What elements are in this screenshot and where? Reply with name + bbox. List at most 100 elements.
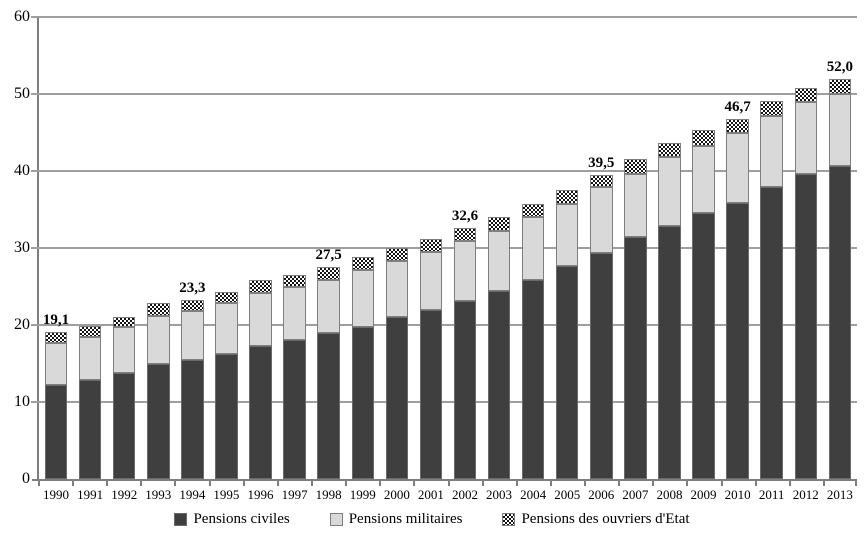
x-tick	[72, 481, 75, 486]
chart-legend: Pensions civiles Pensions militaires Pen…	[0, 511, 864, 528]
x-tick	[515, 481, 518, 486]
x-tick	[618, 481, 621, 486]
x-tick-label-2011: 2011	[758, 487, 785, 502]
bar-segment-2004-solid	[521, 279, 545, 479]
bar-segment-2012-checker	[794, 87, 817, 103]
legend-swatch-checker-icon	[502, 513, 516, 526]
x-tick-label-1990: 1990	[43, 487, 70, 502]
x-tick-label-2004: 2004	[520, 487, 547, 502]
bar-segment-1993-solid	[147, 363, 170, 479]
bar-segment-2004-solid	[521, 217, 545, 280]
x-tick	[549, 481, 552, 486]
x-tick-label-2012: 2012	[792, 487, 819, 502]
bar-segment-2003-checker	[487, 217, 511, 232]
bar-segment-1990-checker	[44, 331, 68, 343]
bar-segment-1991-checker	[78, 325, 102, 337]
bars-layer: 19,1 23,3 27,5 32,6 39,5 46,7 52,0	[39, 17, 857, 479]
x-tick-label-2009: 2009	[690, 487, 717, 502]
legend-label: Pensions des ouvriers d'Etat	[521, 511, 690, 527]
x-tick-label-2000: 2000	[383, 487, 410, 502]
bar-segment-2007-solid	[624, 237, 647, 479]
x-tick-label-2005: 2005	[554, 487, 581, 502]
bar-segment-2007-solid	[624, 174, 647, 238]
bar-segment-1990-solid	[44, 385, 68, 479]
bar-segment-1990-solid	[44, 342, 68, 386]
x-tick	[106, 481, 109, 486]
y-tick-label: 50	[14, 84, 30, 102]
bar-segment-2008-checker	[658, 142, 681, 158]
bar-segment-1993-solid	[147, 315, 170, 364]
bar-segment-1992-checker	[112, 316, 136, 327]
bar-segment-1997-solid	[283, 287, 306, 340]
bar-segment-2012-solid	[794, 174, 817, 479]
legend-item-pensions-ouvriers: Pensions des ouvriers d'Etat	[502, 511, 690, 528]
x-tick	[788, 481, 791, 486]
x-tick	[583, 481, 586, 486]
x-tick-label-1999: 1999	[349, 487, 376, 502]
y-tick-label: 40	[14, 161, 30, 179]
bar-1998: 27,5	[312, 17, 346, 479]
data-label-1994: 23,3	[179, 279, 206, 296]
data-label-1998: 27,5	[315, 247, 342, 264]
bar-segment-1992-solid	[112, 326, 136, 373]
x-tick-label-1992: 1992	[111, 487, 138, 502]
x-tick-label-1995: 1995	[213, 487, 240, 502]
bar-segment-2008-solid	[658, 225, 681, 479]
y-tick-label: 20	[14, 315, 30, 333]
bar-2005	[550, 17, 584, 479]
bar-segment-1995-checker	[215, 291, 238, 303]
x-tick	[38, 481, 40, 486]
bar-segment-1996-solid	[249, 345, 272, 479]
bar-segment-1999-solid	[351, 270, 374, 327]
x-tick	[345, 481, 348, 486]
x-tick	[855, 481, 857, 486]
bar-2006: 39,5	[584, 17, 618, 479]
x-tick	[140, 481, 143, 486]
legend-swatch-solid-dark-icon	[174, 513, 188, 526]
bar-1996	[243, 17, 277, 479]
bar-segment-1992-solid	[112, 372, 136, 479]
bar-segment-2013-solid	[828, 94, 852, 167]
x-tick	[481, 481, 484, 486]
bar-segment-2007-checker	[624, 158, 647, 175]
bar-2009	[686, 17, 720, 479]
bar-segment-2009-solid	[692, 145, 715, 213]
bar-segment-2001-solid	[419, 251, 443, 310]
bar-segment-2010-solid	[726, 202, 749, 479]
data-label-1990: 19,1	[42, 311, 70, 328]
bar-2013: 52,0	[823, 17, 857, 479]
x-tick-label-1998: 1998	[315, 487, 342, 502]
bar-2003	[482, 17, 516, 479]
legend-item-pensions-civiles: Pensions civiles	[174, 511, 290, 528]
bar-2001	[414, 17, 448, 479]
bar-segment-2005-solid	[555, 266, 579, 479]
bar-segment-1991-solid	[78, 336, 102, 380]
bar-segment-2011-checker	[760, 100, 783, 117]
bar-2008	[652, 17, 686, 479]
data-label-2002: 32,6	[451, 207, 479, 224]
data-label-2013: 52,0	[826, 58, 853, 75]
x-tick	[822, 481, 825, 486]
bar-segment-2000-solid	[385, 261, 409, 317]
bar-segment-2000-solid	[385, 316, 409, 479]
bar-segment-2001-solid	[419, 309, 443, 479]
y-tick-label: 0	[22, 470, 30, 487]
x-axis-ticks	[38, 481, 857, 487]
bar-2007	[618, 17, 652, 479]
bar-2011	[755, 17, 789, 479]
bar-segment-1995-solid	[215, 353, 238, 479]
x-tick	[720, 481, 723, 486]
gridline-60	[31, 16, 857, 18]
bar-segment-1995-solid	[215, 302, 238, 354]
y-tick-label: 10	[14, 393, 30, 410]
bar-segment-2013-checker	[828, 78, 852, 95]
x-tick-label-1991: 1991	[77, 487, 104, 502]
y-tick-label: 60	[14, 8, 30, 25]
x-tick	[754, 481, 757, 486]
bar-segment-2002-checker	[453, 228, 477, 242]
gridline-30	[31, 247, 857, 249]
data-label-2006: 39,5	[588, 154, 615, 171]
bar-segment-1997-checker	[283, 274, 306, 288]
legend-swatch-solid-light-icon	[329, 513, 343, 526]
